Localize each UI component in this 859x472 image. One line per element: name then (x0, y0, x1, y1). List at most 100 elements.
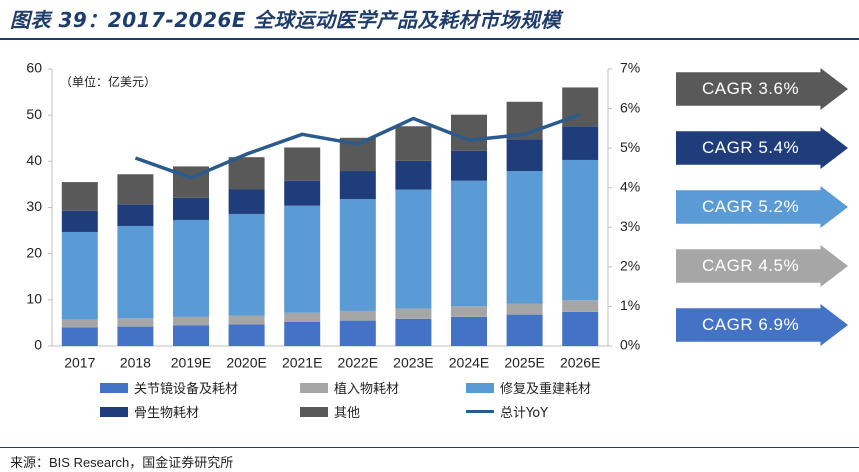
cagr-arrow: CAGR 4.5% (676, 245, 848, 287)
bar-segment-4 (395, 160, 432, 190)
cagr-arrow: CAGR 6.9% (676, 304, 848, 346)
bar-segment-4 (506, 139, 543, 172)
right-tick-label: 6% (620, 99, 640, 115)
left-tick-label: 40 (26, 152, 42, 168)
bar-segment-1 (506, 314, 543, 346)
legend-swatch (100, 382, 128, 393)
bar-segment-1 (173, 325, 209, 346)
legend-swatch (300, 382, 328, 393)
legend-item: 其他 (300, 402, 360, 421)
x-tick-label: 2022E (338, 355, 378, 371)
x-tick-label: 2019E (171, 355, 211, 371)
legend-swatch (300, 406, 328, 417)
right-tick-label: 0% (620, 337, 640, 353)
bar-segment-2 (395, 308, 432, 319)
cagr-label: CAGR 4.5% (702, 256, 800, 275)
bar-segment-2 (562, 300, 599, 312)
bar-segment-4 (562, 126, 599, 160)
chart-legend: 关节镜设备及耗材 植入物耗材 修复及重建耗材骨生物耗材 其他 总计YoY (100, 378, 660, 438)
yoy-line (134, 112, 581, 180)
bar-segment-5 (117, 174, 154, 205)
bar-segment-2 (284, 312, 321, 322)
bar-segment-4 (284, 180, 321, 206)
cagr-label: CAGR 3.6% (702, 79, 800, 98)
left-tick-label: 60 (26, 60, 42, 76)
x-tick-label: 2023E (393, 355, 433, 371)
bar-segment-3 (395, 189, 432, 309)
bar-segment-2 (117, 318, 154, 327)
cagr-arrow: CAGR 5.2% (676, 186, 848, 228)
right-tick-label: 7% (620, 60, 640, 76)
cagr-label: CAGR 5.4% (702, 138, 800, 157)
left-tick-label: 50 (26, 106, 42, 122)
bar-segment-1 (339, 320, 376, 346)
x-tick-label: 2026E (560, 355, 600, 371)
right-tick-label: 1% (620, 297, 640, 313)
left-tick-label: 20 (26, 244, 42, 260)
legend-item: 总计YoY (466, 402, 548, 421)
title-divider (0, 38, 859, 40)
bar-segment-3 (284, 205, 321, 313)
legend-swatch (100, 406, 128, 417)
bar-segment-4 (61, 210, 98, 232)
bar-segment-3 (506, 171, 543, 304)
x-tick-label: 2021E (282, 355, 322, 371)
bar-segment-2 (451, 306, 487, 317)
bar-segment-1 (117, 326, 154, 346)
chart-title: 图表 39：2017-2026E 全球运动医学产品及耗材市场规模 (10, 8, 562, 32)
bar-segment-1 (61, 327, 98, 346)
x-tick-label: 2018 (120, 355, 151, 371)
bar-segment-5 (61, 182, 98, 211)
left-tick-label: 0 (34, 337, 42, 353)
legend-item: 修复及重建耗材 (466, 378, 591, 397)
bar-segment-3 (173, 219, 209, 317)
bar-segment-3 (61, 231, 98, 320)
source-note: 来源：BIS Research，国金证券研究所 (10, 455, 234, 470)
right-tick-label: 4% (620, 178, 640, 194)
legend-label: 关节镜设备及耗材 (134, 382, 239, 397)
legend-swatch (466, 410, 494, 413)
bar-segment-4 (228, 189, 265, 214)
bar-segment-2 (339, 310, 376, 321)
bar-segment-4 (339, 171, 376, 200)
bar-segment-4 (451, 150, 487, 181)
x-tick-label: 2024E (449, 355, 489, 371)
bar-segment-2 (173, 316, 209, 326)
bar-segment-1 (395, 318, 432, 346)
legend-item: 骨生物耗材 (100, 402, 199, 421)
bar-segment-5 (451, 114, 487, 151)
bar-segment-5 (228, 157, 265, 190)
bar-segment-1 (228, 324, 265, 346)
bar-segment-4 (173, 197, 209, 220)
bar-segment-2 (61, 319, 98, 328)
legend-item: 关节镜设备及耗材 (100, 378, 238, 397)
bar-segment-3 (117, 225, 154, 319)
legend-label: 骨生物耗材 (134, 406, 200, 421)
bar-segment-5 (284, 147, 321, 181)
bar-segment-1 (562, 311, 599, 346)
right-tick-label: 5% (620, 139, 640, 155)
legend-label: 植入物耗材 (334, 382, 400, 397)
right-tick-label: 2% (620, 258, 640, 274)
cagr-arrow: CAGR 3.6% (676, 68, 848, 110)
x-tick-label: 2025E (504, 355, 544, 371)
cagr-arrow: CAGR 5.4% (676, 127, 848, 169)
bar-segment-1 (284, 321, 321, 346)
bar-segment-2 (506, 303, 543, 315)
footer-divider (0, 447, 859, 448)
left-tick-label: 30 (26, 198, 42, 214)
bar-segment-4 (117, 204, 154, 226)
bar-segment-1 (451, 316, 487, 346)
x-tick-label: 2020E (226, 355, 266, 371)
bar-segment-3 (451, 180, 487, 307)
bar-segment-2 (228, 315, 265, 325)
bar-segment-3 (562, 159, 599, 301)
cagr-label: CAGR 6.9% (702, 315, 800, 334)
unit-note: （单位：亿美元） (60, 74, 156, 89)
legend-swatch (466, 382, 494, 393)
legend-label: 修复及重建耗材 (500, 382, 592, 397)
bar-segment-3 (339, 199, 376, 311)
x-tick-label: 2017 (64, 355, 95, 371)
left-tick-label: 10 (26, 291, 42, 307)
